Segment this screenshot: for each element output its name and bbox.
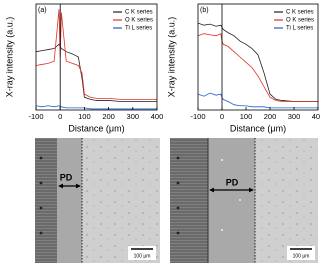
plot-frame [35,3,158,111]
legend-label: O K series [125,18,153,24]
x-tick-label: 400 [312,112,320,121]
x-axis-label: Distance (μm) [230,123,286,133]
x-tick-label: 0 [58,112,62,121]
data-line [197,33,318,102]
plot-frame [197,3,319,111]
legend-label: C K series [286,10,314,16]
pd-label: PD [60,172,73,182]
y-axis-label: X-ray intensity (a.u.) [166,17,176,98]
x-tick-label: 400 [151,112,164,121]
scale-bar: 100 μm [134,253,151,259]
x-tick-label: 100 [78,112,91,121]
x-tick-label: 200 [264,112,277,121]
scale-bar: 100 μm [293,253,310,259]
x-tick-label: -100 [190,112,205,121]
legend-label: Ti L series [125,26,152,32]
legend-label: O K series [286,18,314,24]
data-line [197,22,318,102]
panel-label: (b) [200,7,209,14]
x-tick-label: 300 [288,112,301,121]
legend-label: C K series [125,10,153,16]
data-line [35,105,157,110]
x-axis-label: Distance (μm) [68,123,124,133]
legend-label: Ti L series [286,26,313,32]
x-tick-label: 200 [102,112,115,121]
pd-label: PD [226,177,239,187]
micrograph-b: PD 100 μm [170,138,318,263]
data-line [197,92,318,109]
x-tick-label: 300 [127,112,140,121]
x-tick-label: 100 [240,112,253,121]
panel-label: (a) [38,7,47,14]
y-axis-label: X-ray intensity (a.u.) [4,17,14,98]
x-tick-label: 0 [220,112,224,121]
data-line [35,43,157,102]
data-line [35,9,157,100]
micrograph-a: PD 100 μm [35,138,160,263]
x-tick-label: -100 [28,112,43,121]
